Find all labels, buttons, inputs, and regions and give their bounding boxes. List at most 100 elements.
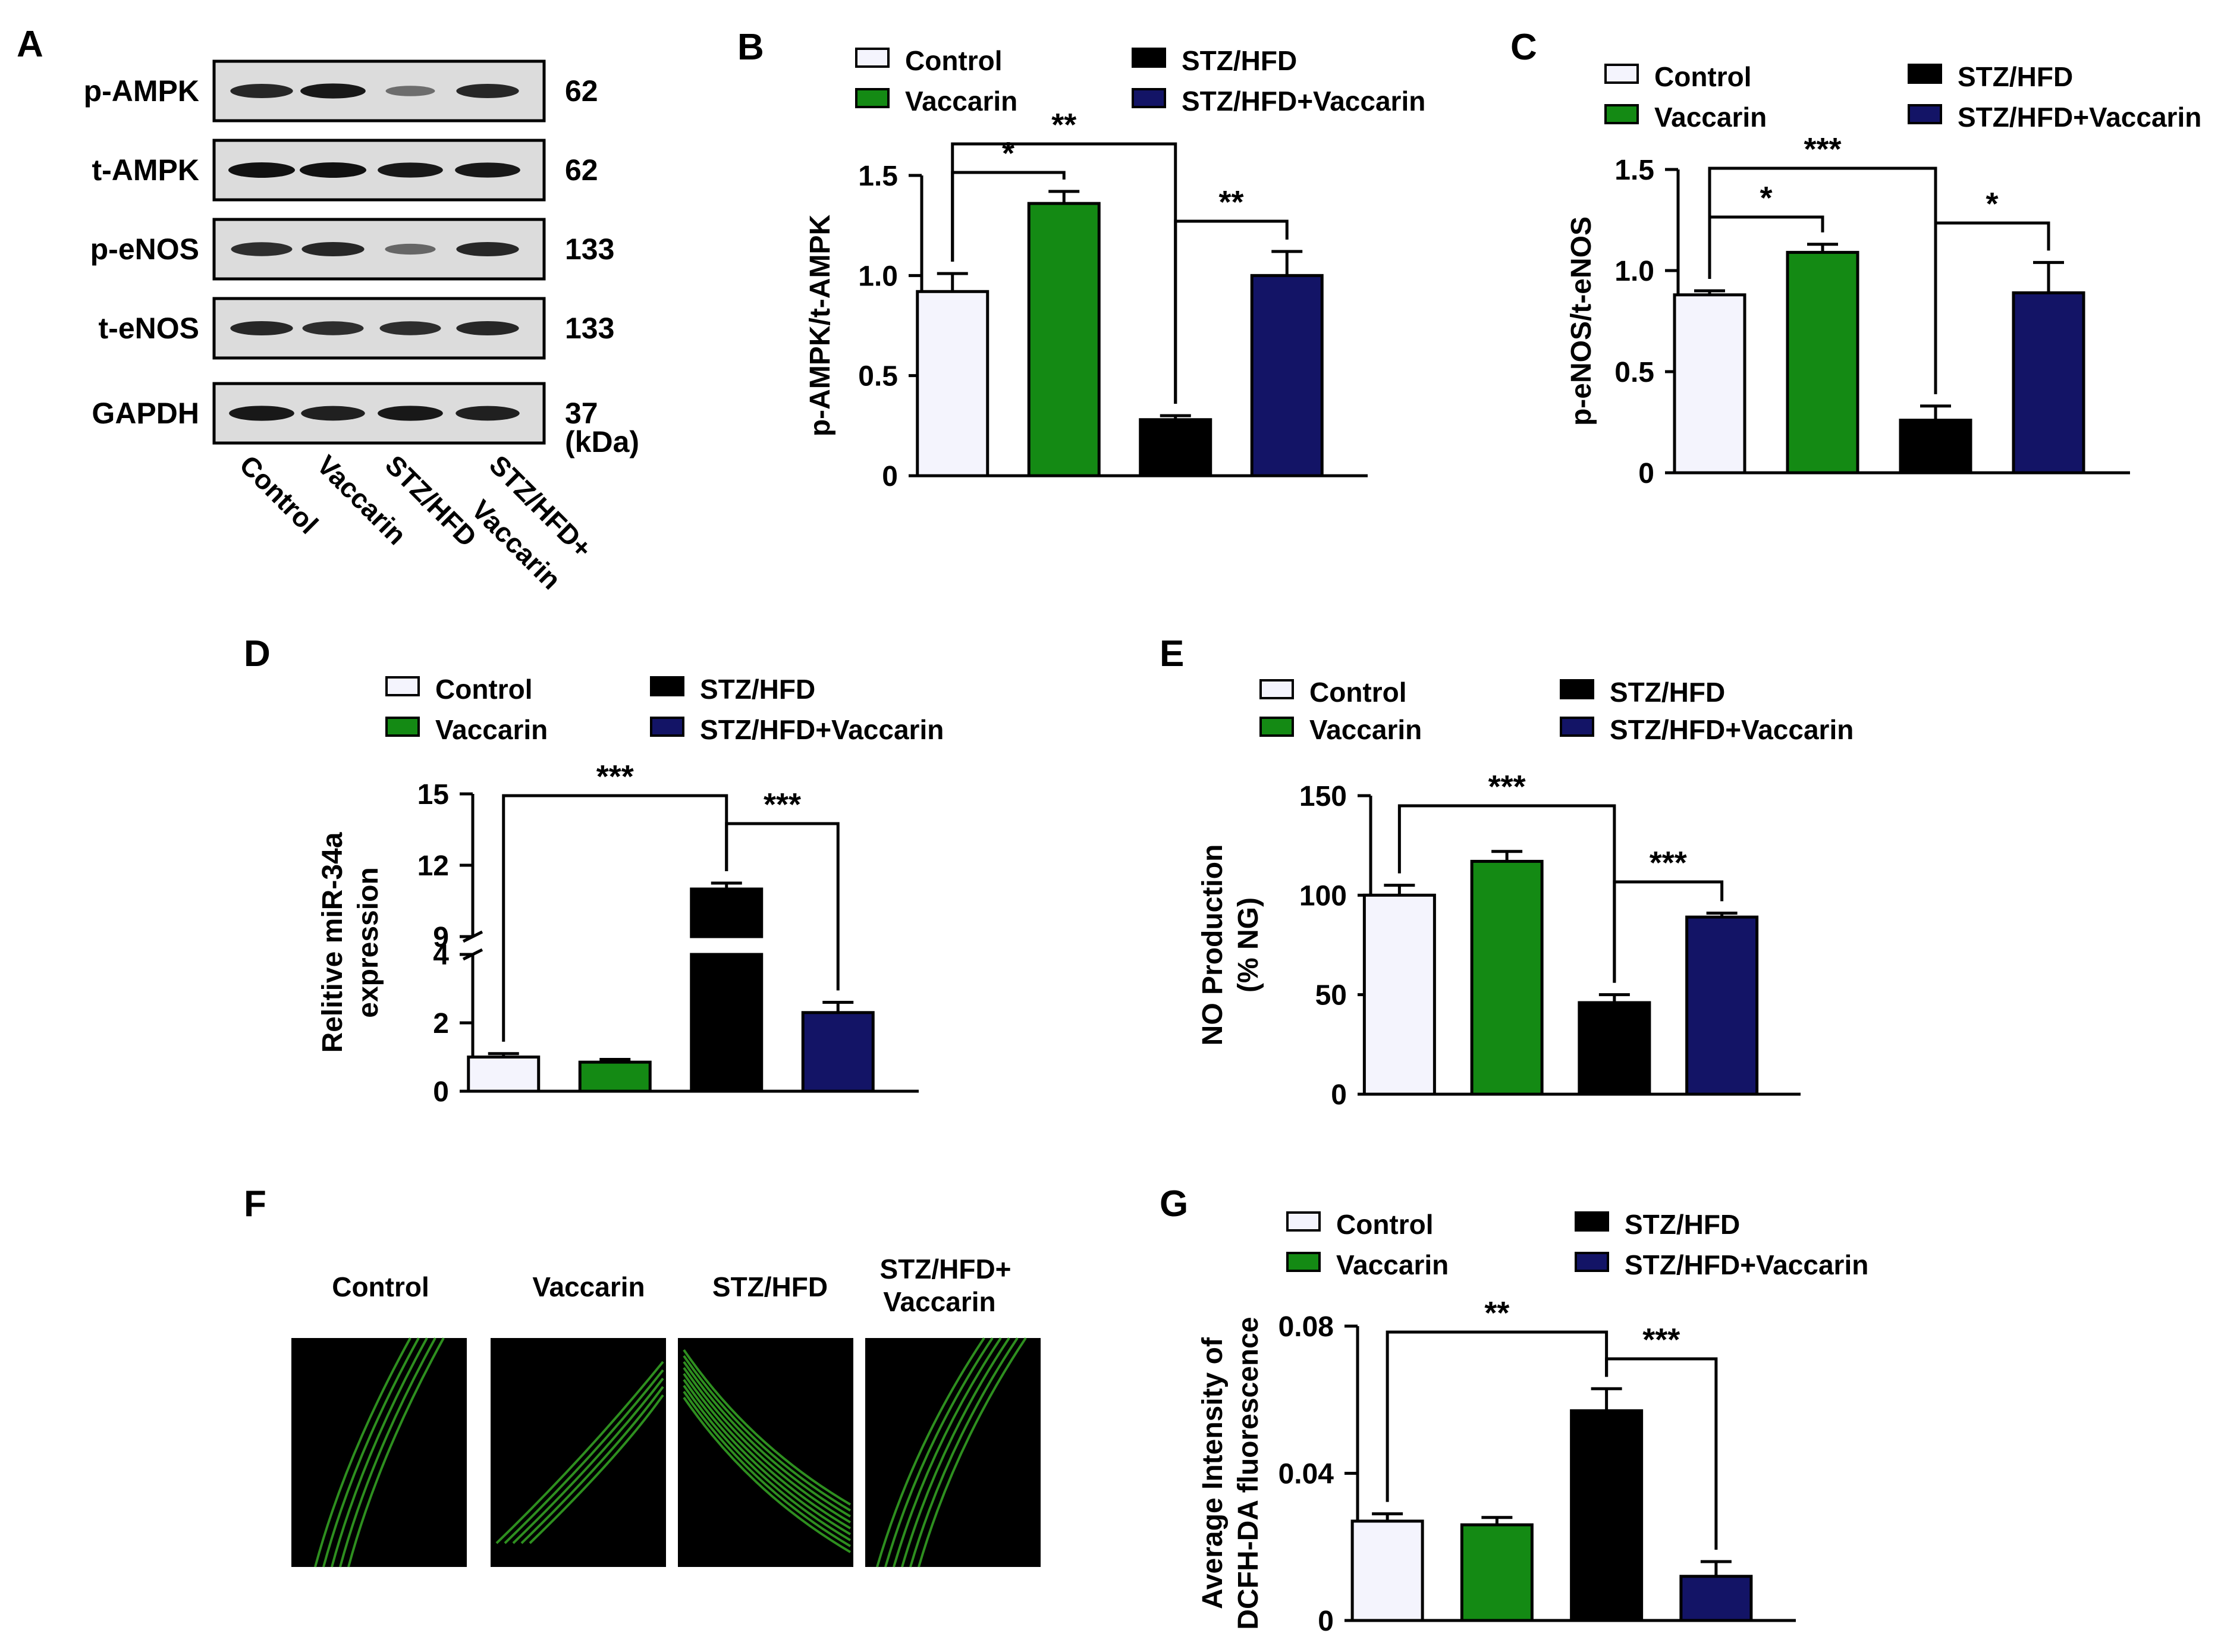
panel-b-legend-label-stz-hfd-vaccarin: STZ/HFD+Vaccarin [1182, 86, 1425, 117]
blot-lane-label: Control [234, 449, 324, 539]
blot-band [455, 406, 520, 421]
panel-c-y-tick-label: 0.5 [1614, 357, 1654, 388]
micrograph-fiber [529, 1394, 664, 1544]
blot-mw-label: 133 [565, 233, 614, 266]
panel-g-legend-swatch-control [1286, 1211, 1321, 1232]
panel-e-bar-vaccarin [1470, 859, 1544, 1096]
panel-d-legend-label-vaccarin: Vaccarin [435, 714, 548, 745]
panel-e-letter: E [1160, 633, 1184, 674]
panel-d-y-tick-label: 4 [433, 940, 449, 971]
blot-band [385, 243, 436, 255]
micrograph-fiber [884, 1337, 994, 1568]
micrograph-fiber [347, 1337, 445, 1568]
panel-d-significance-bracket [725, 822, 840, 991]
panel-d-legend-label-stz-hfd-vaccarin: STZ/HFD+Vaccarin [700, 714, 944, 745]
panel-d-bar-stz-hfd-vaccarin [801, 1011, 875, 1093]
panel-g-significance-bracket [1605, 1357, 1718, 1550]
micrograph-fiber [322, 1337, 420, 1568]
micrograph-fiber [683, 1355, 852, 1512]
panel-c-y-tick-label: 1.5 [1614, 155, 1654, 186]
panel-g-significance-bracket [1386, 1330, 1609, 1502]
blot-band [385, 86, 435, 96]
blot-band [378, 162, 443, 178]
panel-b-legend-swatch-stz-hfd-vaccarin [1132, 88, 1166, 108]
blot-mw-label: 62 [565, 153, 598, 187]
micrograph-label: Vaccarin [532, 1271, 645, 1302]
panel-c-letter: C [1510, 27, 1537, 68]
blot-band [229, 406, 294, 421]
micrograph-fiber [683, 1367, 852, 1524]
panel-g-bar-vaccarin [1460, 1523, 1534, 1622]
panel-b-y-label: p-AMPK/t-AMPK [805, 215, 836, 437]
panel-d-y-tick-label: 12 [417, 850, 449, 882]
blot-band [300, 162, 366, 178]
panel-e-y-tick-label: 50 [1315, 980, 1347, 1012]
panel-g-legend-swatch-stz-hfd [1575, 1211, 1609, 1232]
panel-g-legend-label-stz-hfd-vaccarin: STZ/HFD+Vaccarin [1625, 1249, 1868, 1280]
blot-band [455, 162, 520, 178]
blot-band [379, 321, 441, 335]
blot-band [301, 241, 365, 257]
panel-e-legend-swatch-stz-hfd [1560, 679, 1594, 699]
micrograph-fiber [331, 1337, 428, 1568]
panel-d-legend-swatch-vaccarin [385, 717, 420, 737]
micrograph-fiber [683, 1361, 852, 1518]
panel-b-significance-label: * [1002, 136, 1014, 171]
panel-b-bar-control [916, 290, 989, 478]
panel-e-y-label: NO Production [1197, 844, 1229, 1046]
panel-d-y-label: Relitive miR-34a [317, 832, 348, 1053]
blot-row-label: p-eNOS [90, 233, 199, 266]
panel-c-legend-swatch-stz-hfd [1908, 64, 1942, 84]
blot-band [230, 321, 293, 336]
panel-e-legend-label-control: Control [1309, 677, 1407, 708]
panel-b-y-tick-label: 1.0 [858, 260, 898, 292]
panel-c-significance-label: * [1986, 186, 1998, 222]
panel-d-bar-vaccarin [578, 1060, 652, 1093]
panel-g-bar-stz-hfd [1570, 1409, 1644, 1622]
panel-c-significance-bracket [1934, 221, 2050, 394]
panel-b-significance-label: ** [1051, 107, 1076, 143]
panel-g-bar-control [1350, 1519, 1424, 1622]
panel-c-bar-control [1673, 293, 1746, 475]
micrograph-label: Vaccarin [883, 1286, 995, 1317]
panel-c-legend-swatch-control [1604, 64, 1639, 84]
micrograph-fiber [504, 1369, 664, 1544]
panel-c-legend-label-control: Control [1654, 61, 1752, 92]
panel-g-y-label: Average Intensity of [1197, 1337, 1229, 1609]
micrograph-fiber [683, 1390, 852, 1547]
blot-mw-label: 133 [565, 312, 614, 345]
panel-c-bar-vaccarin [1786, 250, 1859, 475]
panel-e-bar-stz-hfd-vaccarin [1685, 915, 1759, 1096]
panel-e-y-tick-label: 150 [1299, 781, 1347, 812]
blot-row-label: p-AMPK [84, 74, 199, 108]
panel-c-significance-label: *** [1804, 131, 1841, 167]
micrograph-fiber [520, 1386, 664, 1544]
panel-e-legend-label-stz-hfd: STZ/HFD [1610, 677, 1725, 708]
blot-band [378, 406, 443, 421]
panel-c-bar-stz-hfd-vaccarin [2012, 291, 2085, 475]
panel-b-y-tick-label: 0 [882, 461, 898, 492]
panel-g-y-label: DCFH-DA fluorescence [1233, 1317, 1264, 1629]
panel-c-chart: C Control Vaccarin STZ/HFD STZ/HFD+Vaccarin 0… [1510, 27, 2201, 489]
panel-b-y-tick-label: 0.5 [858, 361, 898, 392]
micrograph-fiber [909, 1337, 1019, 1568]
panel-e-bar-stz-hfd [1578, 1001, 1651, 1096]
panel-g-significance-label: *** [1642, 1322, 1680, 1358]
panel-c-legend-swatch-vaccarin [1604, 104, 1639, 124]
micrograph-fiber [683, 1349, 852, 1506]
blot-band [231, 242, 293, 256]
micrograph-fiber [683, 1396, 852, 1553]
panel-e-significance-bracket [1613, 880, 1724, 983]
panel-d-significance-label: *** [596, 759, 634, 794]
blot-band [301, 406, 365, 421]
panel-d-legend-label-stz-hfd: STZ/HFD [700, 674, 815, 705]
blot-band [456, 241, 519, 257]
blot-row-label: t-eNOS [99, 312, 199, 345]
micrograph-fiber [893, 1337, 1002, 1568]
panel-b-letter: B [737, 27, 764, 68]
blot-band [300, 83, 366, 99]
panel-d-letter: D [244, 633, 271, 674]
panel-d-bar-control [467, 1056, 541, 1093]
panel-e-y-tick-label: 100 [1299, 880, 1347, 912]
